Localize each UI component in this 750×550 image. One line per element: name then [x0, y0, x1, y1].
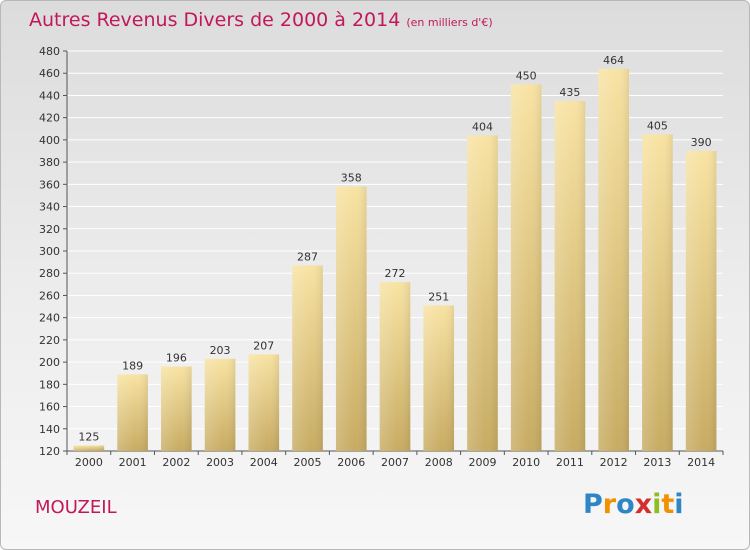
- bar-shade-2003: [204, 358, 236, 451]
- x-tick-label: 2006: [337, 456, 365, 469]
- y-tick-label: 300: [39, 245, 60, 258]
- logo-letter: o: [616, 489, 635, 520]
- y-tick-label: 340: [39, 201, 60, 214]
- x-tick-label: 2003: [206, 456, 234, 469]
- place-name: MOUZEIL: [35, 497, 117, 518]
- logo-letter: i: [652, 489, 662, 520]
- y-tick-label: 120: [39, 445, 60, 458]
- chart-title-text: Autres Revenus Divers de 2000 à 2014: [29, 9, 401, 31]
- value-label: 203: [210, 344, 231, 357]
- chart-subtitle: (en milliers d'€): [406, 16, 493, 29]
- value-label: 207: [253, 339, 274, 352]
- bars: [73, 68, 717, 452]
- value-label: 405: [647, 119, 668, 132]
- y-tick-label: 420: [39, 112, 60, 125]
- chart-title: Autres Revenus Divers de 2000 à 2014 (en …: [29, 9, 493, 31]
- y-tick-label: 380: [39, 156, 60, 169]
- bar-shade-2004: [248, 354, 280, 451]
- x-tick-label: 2005: [294, 456, 322, 469]
- y-tick-label: 220: [39, 334, 60, 347]
- bar-shade-2007: [379, 282, 411, 451]
- bar-shade-2002: [161, 366, 192, 451]
- x-tick-label: 2002: [162, 456, 190, 469]
- y-tick-label: 140: [39, 423, 60, 436]
- y-tick-label: 180: [39, 378, 60, 391]
- value-label: 404: [472, 120, 493, 133]
- value-label: 450: [516, 69, 537, 82]
- bar-shade-2005: [292, 265, 323, 451]
- logo-letter: i: [674, 489, 684, 520]
- value-label: 125: [78, 430, 99, 443]
- value-label: 287: [297, 250, 318, 263]
- x-tick-label: 2012: [600, 456, 628, 469]
- proxiti-logo: Proxiti: [583, 489, 684, 520]
- y-tick-label: 240: [39, 312, 60, 325]
- logo-letter: P: [583, 489, 603, 520]
- y-tick-label: 360: [39, 178, 60, 191]
- x-tick-label: 2000: [75, 456, 103, 469]
- value-label: 464: [603, 54, 624, 67]
- x-tick-label: 2010: [512, 456, 540, 469]
- x-tick-label: 2008: [425, 456, 453, 469]
- x-tick-label: 2014: [687, 456, 715, 469]
- bar-shade-2008: [423, 305, 455, 451]
- x-tick-label: 2011: [556, 456, 584, 469]
- y-tick-label: 480: [39, 45, 60, 58]
- y-tick-label: 320: [39, 223, 60, 236]
- y-tick-labels: 120 140 160 180 200 220 240 260 280 300 320 340 360 3…: [39, 45, 67, 458]
- bar-shade-2001: [117, 374, 148, 451]
- value-label: 390: [691, 136, 712, 149]
- x-tick-label: 2013: [643, 456, 671, 469]
- value-label: 196: [166, 352, 187, 365]
- value-label: 435: [559, 86, 580, 99]
- bar-shade-2006: [335, 186, 367, 452]
- x-tick-label: 2009: [468, 456, 496, 469]
- x-tick-labels: 2000 2001 2002 2003 2004 2005 2006 2007 2008 2009…: [66, 451, 724, 469]
- y-tick-label: 200: [39, 356, 60, 369]
- value-labels: 125 189 196 203 207 287 358 272 251 404 450 435 464 4…: [78, 54, 711, 444]
- bar-shade-2009: [467, 135, 498, 451]
- bar-shade-2010: [510, 84, 542, 451]
- y-tick-label: 460: [39, 67, 60, 80]
- bar-shade-2000: [73, 445, 105, 451]
- logo-letter: t: [661, 489, 675, 520]
- value-label: 189: [122, 359, 143, 372]
- x-tick-label: 2007: [381, 456, 409, 469]
- logo-letter: r: [602, 489, 617, 520]
- value-label: 251: [428, 290, 449, 303]
- x-tick-label: 2004: [250, 456, 278, 469]
- bar-shade-2013: [642, 134, 673, 452]
- x-tick-label: 2001: [119, 456, 147, 469]
- y-tick-label: 400: [39, 134, 60, 147]
- bar-shade-2012: [598, 68, 629, 452]
- y-tick-label: 160: [39, 401, 60, 414]
- y-tick-label: 260: [39, 289, 60, 302]
- value-label: 358: [341, 172, 362, 185]
- y-tick-label: 440: [39, 89, 60, 102]
- bar-shade-2011: [554, 101, 586, 451]
- value-label: 272: [385, 267, 406, 280]
- y-tick-label: 280: [39, 267, 60, 280]
- bar-shade-2014: [685, 151, 717, 451]
- logo-letter: x: [634, 489, 653, 520]
